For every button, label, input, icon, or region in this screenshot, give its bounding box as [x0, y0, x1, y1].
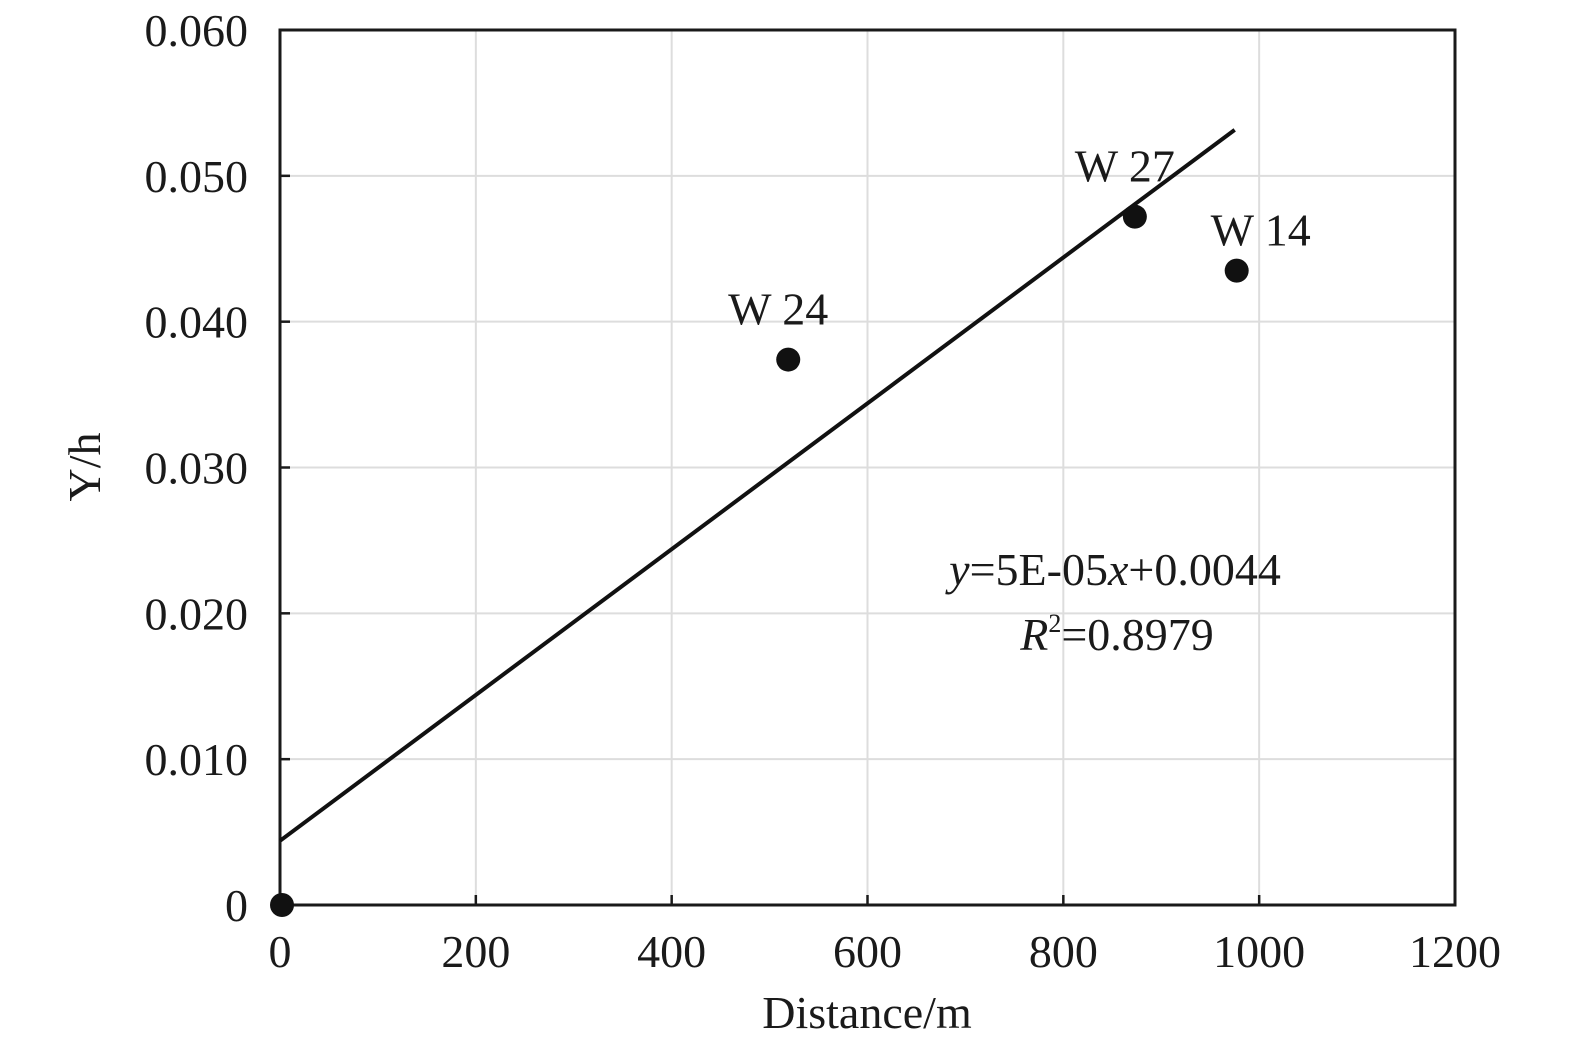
point-label: W 27 — [1075, 141, 1175, 192]
y-tick-label: 0.020 — [145, 588, 249, 639]
x-tick-label: 0 — [269, 926, 292, 977]
y-tick-labels: 0 0.010 0.020 0.030 0.040 0.050 0.060 — [145, 5, 249, 931]
r2-r: R — [1019, 609, 1048, 660]
eq-x: x — [1107, 544, 1129, 595]
x-tick-label: 200 — [441, 926, 510, 977]
y-tick-label: 0.040 — [145, 297, 249, 348]
r2-tail: =0.8979 — [1061, 609, 1213, 660]
point-label: W 24 — [728, 284, 828, 335]
data-point — [1122, 204, 1147, 229]
r2-sup: 2 — [1048, 609, 1061, 638]
data-point — [270, 893, 294, 917]
trendline — [278, 128, 1236, 843]
x-axis-label: Distance/m — [762, 987, 972, 1038]
x-tick-label: 800 — [1029, 926, 1098, 977]
grid-lines — [280, 30, 1455, 905]
data-point — [1224, 258, 1249, 283]
y-tick-label: 0 — [225, 880, 248, 931]
x-tick-label: 1200 — [1409, 926, 1501, 977]
x-tick-labels: 0 200 400 600 800 1000 1200 — [269, 926, 1502, 977]
axis-ticks — [278, 28, 1457, 907]
eq-tail: +0.0044 — [1128, 544, 1280, 595]
y-tick-label: 0.010 — [145, 734, 249, 785]
y-tick-label: 0.050 — [145, 151, 249, 202]
data-points: W 24 W 27 W 14 — [270, 141, 1311, 917]
point-label: W 14 — [1211, 205, 1311, 256]
y-tick-label: 0.060 — [145, 5, 249, 56]
data-point — [776, 347, 801, 372]
eq-y: y — [945, 544, 970, 595]
eq-mid: =5E-05 — [970, 544, 1108, 595]
y-axis-label: Y/h — [59, 433, 110, 502]
x-tick-label: 1000 — [1213, 926, 1305, 977]
trendline-equation: y=5E-05x+0.0044 — [945, 544, 1281, 595]
x-tick-label: 400 — [637, 926, 706, 977]
r-squared: R2=0.8979 — [1019, 609, 1214, 660]
y-tick-label: 0.030 — [145, 443, 249, 494]
x-tick-label: 600 — [833, 926, 902, 977]
